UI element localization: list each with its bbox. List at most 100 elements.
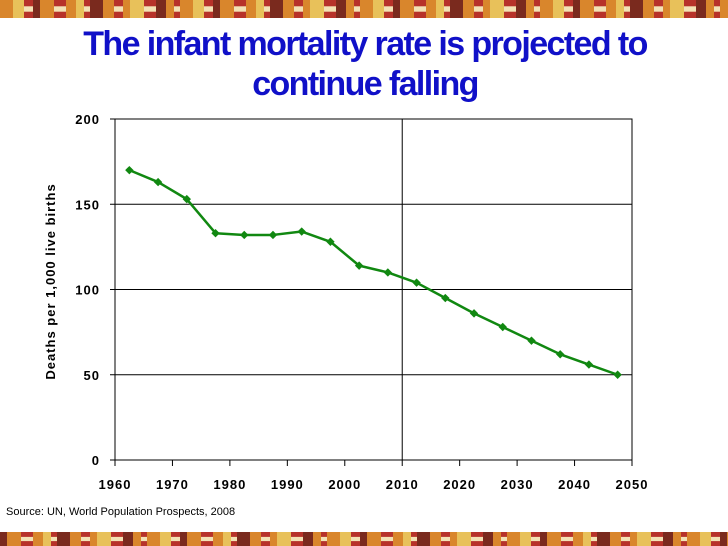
band-stripe <box>450 532 457 546</box>
band-stripe <box>706 0 714 18</box>
band-accent <box>591 536 597 542</box>
band-stripe <box>40 0 54 18</box>
band-stripe <box>256 0 264 18</box>
band-stripe <box>160 532 171 546</box>
band-stripe <box>213 0 220 18</box>
band-stripe <box>310 0 324 18</box>
band-stripe <box>373 0 384 18</box>
band-stripe <box>573 532 583 546</box>
data-point-2022.5 <box>469 309 479 318</box>
band-accent <box>204 6 213 12</box>
band-accent <box>141 536 147 542</box>
band-stripe <box>103 0 114 18</box>
band-stripe <box>450 0 463 18</box>
band-stripe <box>213 532 223 546</box>
band-stripe <box>33 532 43 546</box>
band-stripe <box>526 0 534 18</box>
band-stripe <box>57 532 70 546</box>
band-stripe <box>520 532 531 546</box>
band-accent <box>234 6 246 12</box>
band-accent <box>24 6 33 12</box>
y-axis-ticks: 0 50 100 150 200 <box>75 112 115 468</box>
band-stripe <box>540 532 547 546</box>
data-point-1982.5 <box>240 230 249 240</box>
band-accent <box>231 536 237 542</box>
band-stripe <box>670 0 684 18</box>
band-stripe <box>283 0 294 18</box>
data-point-2027.5 <box>498 322 507 332</box>
band-accent <box>711 536 720 542</box>
band-stripe <box>346 0 354 18</box>
band-stripe <box>246 0 256 18</box>
band-stripe <box>147 532 160 546</box>
band-stripe <box>250 532 261 546</box>
band-stripe <box>70 532 81 546</box>
band-stripe <box>13 0 24 18</box>
series-line-0 <box>128 168 619 376</box>
band-stripe <box>540 0 553 18</box>
band-accent <box>321 536 327 542</box>
source-note: Source: UN, World Population Prospects, … <box>6 506 236 518</box>
band-stripe <box>130 0 144 18</box>
band-accent <box>504 6 516 12</box>
band-accent <box>264 6 270 12</box>
band-accent <box>534 6 540 12</box>
line-chart: 0 50 100 150 200 1960 1970 1980 1990 2000 2010 202… <box>43 112 647 492</box>
band-accent <box>81 536 90 542</box>
band-stripe <box>580 0 594 18</box>
data-point-2042.5 <box>584 360 594 369</box>
band-stripe <box>303 0 310 18</box>
band-accent <box>624 6 630 12</box>
band-accent <box>381 536 393 542</box>
band-stripe <box>223 532 231 546</box>
x-tick-label-1960: 1960 <box>99 477 132 492</box>
band-accent <box>681 536 687 542</box>
y-axis-label: Deaths per 1,000 live births <box>43 183 58 379</box>
band-accent <box>54 6 66 12</box>
band-accent <box>201 536 213 542</box>
band-stripe <box>507 532 520 546</box>
band-stripe <box>417 532 430 546</box>
band-stripe <box>270 0 283 18</box>
band-accent <box>291 536 303 542</box>
series-group <box>125 165 622 379</box>
band-stripe <box>573 0 580 18</box>
band-stripe <box>360 0 373 18</box>
band-stripe <box>76 0 84 18</box>
band-stripe <box>66 0 76 18</box>
band-accent <box>531 536 540 542</box>
band-stripe <box>696 0 706 18</box>
band-accent <box>471 536 483 542</box>
band-stripe <box>610 532 621 546</box>
band-stripe <box>187 532 201 546</box>
band-accent <box>654 6 663 12</box>
data-point-1962.5 <box>125 165 134 175</box>
band-accent <box>561 536 573 542</box>
band-accent <box>114 6 123 12</box>
band-stripe <box>663 0 670 18</box>
band-stripe <box>340 532 351 546</box>
band-stripe <box>583 532 591 546</box>
data-point-2012.5 <box>412 278 421 287</box>
band-stripe <box>663 532 673 546</box>
band-stripe <box>327 532 340 546</box>
y-tick-label-200: 200 <box>75 112 100 127</box>
x-axis-ticks: 1960 1970 1980 1990 2000 2010 2020 2030 2040 2050 <box>99 460 647 492</box>
band-stripe <box>336 0 346 18</box>
band-accent <box>111 536 123 542</box>
band-stripe <box>553 0 564 18</box>
band-stripe <box>720 532 727 546</box>
decorative-band-top <box>0 0 728 18</box>
band-stripe <box>123 532 133 546</box>
data-point-2007.5 <box>383 268 393 277</box>
band-stripe <box>0 532 7 546</box>
band-stripe <box>97 532 111 546</box>
band-stripe <box>547 532 561 546</box>
data-point-1997.5 <box>326 237 335 246</box>
band-accent <box>714 6 720 12</box>
data-point-2002.5 <box>354 261 364 270</box>
data-point-2032.5 <box>527 336 536 345</box>
band-accent <box>21 536 33 542</box>
band-stripe <box>630 0 643 18</box>
band-stripe <box>0 0 13 18</box>
